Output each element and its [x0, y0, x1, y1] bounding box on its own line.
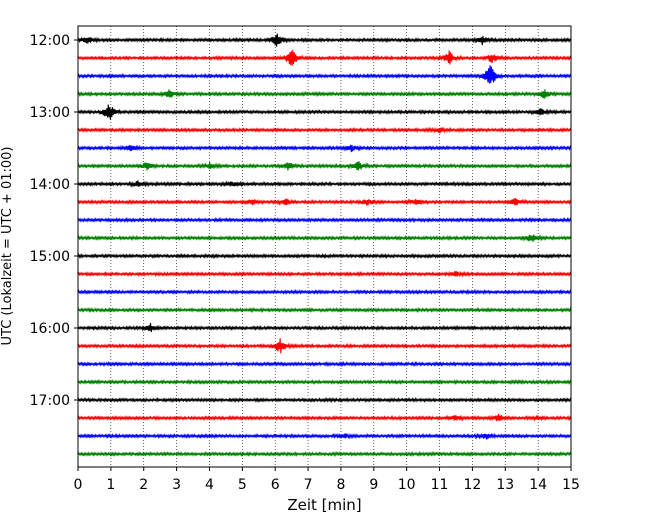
x-tick-label: 1 — [106, 477, 115, 493]
y-tick-label: 16:00 — [30, 321, 70, 337]
trace-1345 — [77, 161, 572, 171]
x-tick-label: 15 — [562, 477, 580, 493]
x-tick-label: 0 — [74, 477, 83, 493]
y-tick-label: 17:00 — [30, 393, 70, 409]
trace-1415 — [77, 198, 572, 206]
x-axis-ticks: 0 1 2 3 4 5 6 7 8 9 10 11 12 13 14 15 — [74, 467, 580, 493]
trace-1330 — [77, 144, 572, 153]
trace-1315 — [77, 126, 572, 134]
trace-1400 — [77, 180, 572, 188]
trace-1600 — [77, 322, 572, 333]
x-tick-label: 2 — [139, 477, 148, 493]
trace-1200 — [77, 33, 572, 47]
x-tick-label: 13 — [496, 477, 514, 493]
y-axis-ticks: 12:00 13:00 14:00 15:00 16:00 17:00 — [30, 33, 78, 409]
trace-1630 — [77, 360, 572, 368]
trace-1430 — [77, 216, 572, 224]
x-tick-label: 14 — [529, 477, 547, 493]
plot-frame — [77, 25, 572, 468]
y-axis-label: UTC (Lokalzeit = UTC + 01:00) — [0, 147, 15, 346]
trace-1715 — [77, 413, 572, 422]
y-tick-label: 13:00 — [30, 105, 70, 121]
y-tick-label: 15:00 — [30, 249, 70, 265]
x-tick-label: 3 — [172, 477, 181, 493]
x-tick-label: 9 — [369, 477, 378, 493]
x-axis-label: Zeit [min] — [287, 496, 361, 514]
x-tick-label: 10 — [398, 477, 416, 493]
trace-1530 — [77, 289, 572, 295]
trace-1215 — [77, 49, 572, 66]
trace-1545 — [77, 306, 572, 314]
x-tick-label: 5 — [238, 477, 247, 493]
trace-1745 — [77, 450, 572, 458]
y-tick-label: 14:00 — [30, 177, 70, 193]
x-tick-label: 8 — [336, 477, 345, 493]
trace-1730 — [77, 432, 572, 440]
x-tick-label: 4 — [205, 477, 214, 493]
trace-1245 — [77, 89, 572, 99]
x-tick-label: 7 — [304, 477, 313, 493]
trace-1515 — [77, 270, 572, 278]
trace-series — [77, 33, 572, 458]
x-tick-label: 12 — [463, 477, 481, 493]
trace-1300 — [77, 104, 572, 120]
x-tick-label: 11 — [431, 477, 449, 493]
trace-1445 — [77, 234, 572, 242]
trace-1645 — [77, 378, 572, 386]
y-tick-label: 12:00 — [30, 33, 70, 49]
trace-1615 — [77, 338, 572, 354]
trace-1700 — [77, 397, 572, 404]
trace-1500 — [77, 252, 572, 260]
x-tick-label: 6 — [271, 477, 280, 493]
trace-1230 — [77, 65, 572, 84]
